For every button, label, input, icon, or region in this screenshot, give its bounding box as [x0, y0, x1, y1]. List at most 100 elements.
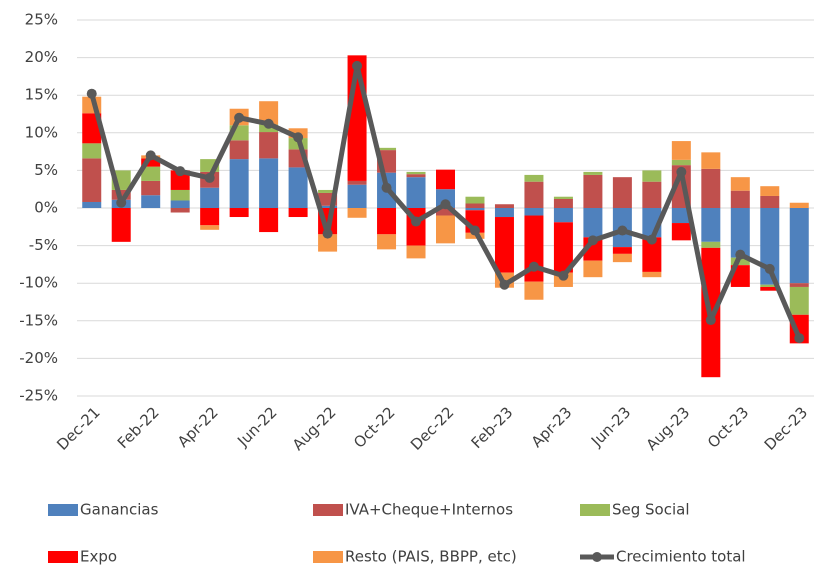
bar-segment — [377, 208, 397, 235]
bar-segment — [82, 201, 102, 208]
legend-label: Crecimiento total — [616, 548, 746, 566]
bar-segment — [671, 159, 691, 166]
bar-segment — [465, 196, 485, 204]
x-tick-label: Aug-23 — [643, 403, 694, 454]
bar-segment — [789, 208, 809, 284]
x-tick-label: Feb-22 — [114, 403, 163, 452]
bar-segment — [583, 208, 603, 238]
legend-swatch — [592, 552, 602, 562]
bar-segment — [436, 169, 455, 190]
x-tick-label: Oct-22 — [350, 403, 398, 451]
y-tick-label: -15% — [19, 311, 58, 329]
line-marker — [794, 333, 805, 344]
bar-segment — [288, 208, 308, 218]
bar-segment — [200, 225, 220, 230]
bar-segment — [642, 271, 662, 278]
line-marker — [116, 197, 127, 208]
bar-segment — [141, 180, 161, 196]
bar-segment — [82, 143, 102, 159]
bar-segment — [583, 171, 603, 175]
line-marker — [528, 261, 539, 272]
bar-segment — [170, 200, 190, 208]
x-tick-label: Apr-23 — [528, 403, 576, 451]
bar-segment — [760, 284, 780, 287]
line-marker — [381, 182, 392, 193]
bar-segment — [465, 203, 485, 208]
line-marker — [587, 235, 598, 246]
y-tick-label: 20% — [25, 48, 58, 66]
bar-segment — [200, 187, 220, 208]
bar-segment — [200, 208, 220, 226]
y-tick-label: -25% — [19, 387, 58, 405]
line-marker — [676, 166, 687, 177]
line-marker — [204, 172, 215, 183]
bar-segment — [671, 141, 691, 160]
bar-segment — [730, 177, 750, 191]
bar-segment — [553, 196, 573, 199]
bar-segment — [730, 208, 750, 258]
legend-swatch — [48, 504, 78, 516]
bar-segment — [347, 208, 367, 218]
bar-segment — [259, 132, 279, 159]
x-tick-label: Feb-23 — [468, 403, 517, 452]
bar-segment — [789, 286, 809, 315]
y-tick-label: 0% — [34, 199, 58, 217]
bar-segment — [347, 184, 367, 208]
legend-swatch — [580, 504, 610, 516]
bar-segment — [406, 177, 426, 208]
y-tick-label: -20% — [19, 349, 58, 367]
line-marker — [263, 118, 274, 129]
bar-segment — [259, 208, 279, 233]
bar-segment — [642, 181, 662, 208]
line-marker — [86, 88, 97, 99]
bar-segment — [141, 158, 161, 167]
line-marker — [440, 199, 451, 210]
bar-segment — [642, 237, 662, 272]
legend-swatch — [313, 504, 343, 516]
line-marker — [293, 132, 304, 143]
bar-segment — [583, 260, 603, 278]
bar-segment — [701, 152, 721, 169]
bar-segment — [406, 171, 426, 175]
bar-segment — [553, 208, 573, 223]
bar-segment — [612, 247, 632, 254]
line-marker — [175, 166, 186, 177]
bar-segment — [111, 208, 131, 242]
line-marker — [646, 234, 657, 245]
x-tick-label: Dec-22 — [407, 403, 458, 454]
bar-segment — [318, 234, 338, 252]
bar-segment — [170, 189, 190, 201]
bar-segment — [229, 140, 249, 160]
bar-segment — [347, 180, 367, 185]
bar-segment — [170, 208, 190, 213]
bar-segment — [229, 208, 249, 218]
bar-segment — [494, 204, 514, 208]
bar-segment — [612, 253, 632, 263]
bar-segment — [760, 286, 780, 291]
bar-segment — [760, 186, 780, 196]
line-marker — [558, 270, 569, 281]
y-tick-label: -10% — [19, 274, 58, 292]
legend-label: Resto (PAIS, BBPP, etc) — [345, 548, 517, 566]
bar-segment — [436, 215, 455, 244]
y-tick-label: 15% — [25, 86, 58, 104]
bar-segment — [612, 177, 632, 208]
x-tick-label: Jun-22 — [233, 403, 280, 450]
legend-swatch — [48, 551, 78, 563]
legend-label: Ganancias — [80, 501, 159, 519]
bar-segment — [494, 217, 514, 273]
bar-segment — [553, 222, 573, 273]
bar-segment — [318, 205, 338, 208]
bar-segment — [259, 101, 279, 125]
legend-label: Seg Social — [612, 501, 690, 519]
bar-segment — [701, 208, 721, 242]
bar-segment — [229, 159, 249, 208]
bar-segment — [259, 158, 279, 208]
line-marker — [145, 150, 156, 161]
bar-segment — [170, 170, 190, 190]
x-tick-label: Aug-22 — [289, 403, 340, 454]
bar-segment — [524, 208, 544, 216]
bar-segment — [465, 232, 485, 239]
bar-segment — [524, 174, 544, 182]
